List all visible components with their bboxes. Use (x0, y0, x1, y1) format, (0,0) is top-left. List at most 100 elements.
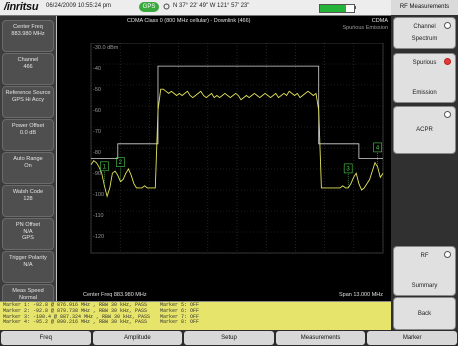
softkey-label: RF (420, 253, 429, 259)
mode-label: CDMA (371, 18, 388, 24)
satellite-icon (163, 3, 170, 10)
y-tick-label: -90 (93, 171, 101, 177)
radio-indicator-icon (444, 111, 451, 118)
param-l1: Power Offset (11, 123, 45, 129)
sidebar-param-4[interactable]: Auto Range On (2, 152, 54, 184)
marker-row: Marker 1: -92.8 @ 876.916 MHz , RBW 30 k… (3, 302, 148, 308)
parameter-sidebar: Center Freq 883.980 MHz Channel 466 Referenc… (0, 16, 56, 316)
y-tick-label: -120 (93, 234, 104, 240)
softkey-sublabel: Spectrum (411, 36, 438, 42)
battery-fill (320, 5, 346, 12)
y-tick-label: -70 (93, 129, 101, 135)
softkey-4[interactable]: Back (393, 297, 456, 330)
softkey-3[interactable]: RF Summary (393, 246, 456, 296)
marker-box (343, 163, 353, 174)
softkey-sublabel: Emission (412, 90, 437, 96)
marker-row: Marker 2: -92.8 @ 879.738 MHz , RBW 30 k… (3, 307, 148, 314)
param-l1: Reference Source (5, 90, 51, 96)
marker-row: Marker 8: OFF (160, 319, 200, 326)
gps-coordinates: N 37° 22' 49" W 121° 57' 23" (173, 3, 250, 9)
softkey-sublabel: Summary (411, 283, 438, 289)
softkey-label: ACPR (416, 127, 433, 133)
param-l1: Meas Speed (12, 288, 44, 294)
radio-indicator-icon (444, 58, 451, 65)
softkey-label: Spurious (412, 60, 437, 66)
date-time: 06/24/2009 10:55:24 pm (46, 3, 112, 9)
softkey-label: Channel (413, 24, 436, 30)
softkey-2[interactable]: ACPR (393, 106, 456, 154)
marker-label: 4 (376, 145, 380, 151)
y-tick-label: -50 (93, 87, 101, 93)
marker-row: Marker 5: OFF (160, 302, 200, 308)
y-tick-label: -60 (93, 108, 101, 114)
sidebar-param-1[interactable]: Channel 466 (2, 53, 54, 85)
sidebar-param-5[interactable]: Walsh Code 128 (2, 185, 54, 217)
radio-indicator-icon (444, 22, 451, 29)
marker-label: 2 (119, 160, 123, 166)
plot-frame (90, 43, 384, 254)
spectrum-trace (90, 88, 384, 198)
battery-cap (354, 6, 356, 9)
softkey-0[interactable]: Channel Spectrum (393, 17, 456, 49)
marker-list-right: Marker 5: OFF Marker 6: OFF Marker 7: OF… (160, 302, 200, 326)
param-l1: Auto Range (13, 156, 43, 162)
menu-amplitude[interactable]: Amplitude (92, 331, 183, 345)
param-l2: On (24, 162, 32, 169)
softkey-1[interactable]: Spurious Emission (393, 53, 456, 103)
param-l1: Channel (17, 57, 39, 63)
param-l2: 0.0 dB (19, 129, 37, 136)
battery-indicator (319, 4, 355, 13)
status-bar: /inritsu 06/24/2009 10:55:24 pm GPS N 37… (0, 0, 391, 16)
y-tick-label: -40 (93, 66, 101, 72)
measurement-title: Spurious Emission (342, 25, 388, 31)
y-tick-label: -30.0 dBm (93, 45, 119, 51)
spec-mask-line (91, 65, 383, 159)
spectrum-plot[interactable]: -30.0 dBm -40 -50 -60 -70 -80 -90 -100 -110 -120 1… (63, 43, 387, 268)
anritsu-logo: /inritsu (4, 1, 39, 13)
marker-box (116, 157, 125, 167)
param-l1: Walsh Code (12, 189, 44, 195)
param-l2: GPS Hi Accy (11, 96, 45, 103)
sidebar-param-7[interactable]: Trigger Polarity N/A (2, 251, 54, 283)
menu-measurements[interactable]: Measurements (275, 331, 366, 345)
sidebar-param-3[interactable]: Power Offset 0.0 dB (2, 119, 54, 151)
menu-marker[interactable]: Marker (367, 331, 457, 345)
param-l2: 883.980 MHz (11, 30, 45, 37)
band-header: CDMA Class 0 (800 MHz cellular) - Downli… (127, 18, 251, 24)
center-freq-readout: Center Freq 883.980 MHz (83, 292, 147, 298)
softkey-label: Back (417, 310, 432, 317)
marker-box (373, 142, 382, 153)
radio-indicator-icon (444, 251, 451, 258)
param-l3: GPS (22, 235, 34, 241)
y-tick-label: -80 (93, 150, 101, 156)
span-readout: Span 13.000 MHz (338, 292, 383, 298)
param-l2: N/A (23, 228, 33, 235)
menu-title: RF Measurements (391, 0, 458, 15)
marker-box (100, 161, 109, 172)
y-tick-label: -110 (93, 213, 104, 219)
sidebar-param-0[interactable]: Center Freq 883.980 MHz (2, 20, 54, 52)
marker-row: Marker 7: OFF (160, 313, 200, 320)
param-l1: PN Offset (15, 222, 41, 228)
param-l2: 466 (23, 63, 33, 70)
marker-label: 3 (346, 166, 350, 172)
y-tick-label: -100 (93, 192, 104, 198)
marker-row: Marker 6: OFF (160, 307, 200, 314)
marker-table: Marker 1: -92.8 @ 876.916 MHz , RBW 30 k… (0, 301, 391, 330)
menu-freq[interactable]: Freq (1, 331, 91, 345)
param-l1: Center Freq (13, 24, 43, 30)
sidebar-param-6[interactable]: PN Offset N/A GPS (2, 218, 54, 250)
param-l2: 128 (23, 195, 33, 202)
sidebar-param-2[interactable]: Reference Source GPS Hi Accy (2, 86, 54, 118)
marker-row: Marker 4: -95.2 @ 890.216 MHz , RBW 30 k… (3, 319, 148, 326)
main-menu-bar: Freq Amplitude Setup Measurements Marker (0, 330, 458, 346)
marker-list-left: Marker 1: -92.8 @ 876.916 MHz , RBW 30 k… (3, 302, 151, 326)
marker-label: 1 (103, 164, 107, 170)
softkey-panel: RF Measurements Channel Spectrum Spurious E… (391, 0, 458, 330)
param-l1: Trigger Polarity (9, 255, 47, 261)
marker-row: Marker 3: -100.4 @ 887.324 MHz , RBW 30 … (3, 313, 151, 320)
param-l2: N/A (23, 261, 33, 268)
param-l2: Normal (18, 294, 38, 301)
menu-setup[interactable]: Setup (184, 331, 274, 345)
gps-badge: GPS (139, 2, 159, 12)
